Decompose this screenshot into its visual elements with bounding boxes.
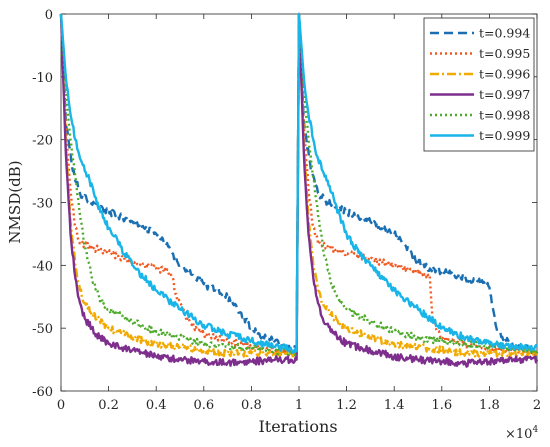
x-tick-label: 1 bbox=[295, 398, 303, 413]
x-tick-label: 0.6 bbox=[193, 398, 214, 413]
y-axis: 0 -10 -20 -30 -40 -50 -60 bbox=[32, 8, 537, 400]
y-tick-label: -20 bbox=[32, 134, 53, 149]
x-tick-label: 1.8 bbox=[479, 398, 500, 413]
x-tick-label: 0.8 bbox=[241, 398, 262, 413]
x-tick-label: 1.6 bbox=[431, 398, 452, 413]
x-axis-label: Iterations bbox=[258, 417, 337, 436]
y-tick-label: -30 bbox=[32, 197, 53, 212]
x-tick-label: 0.4 bbox=[146, 398, 167, 413]
legend-box bbox=[423, 17, 535, 152]
x-tick-label: 1.2 bbox=[336, 398, 357, 413]
y-tick-label: -60 bbox=[32, 385, 53, 400]
y-axis-label: NMSD(dB) bbox=[6, 160, 24, 243]
legend-label: t=0.994 bbox=[479, 26, 530, 41]
x-axis-exponent-power: 4 bbox=[532, 425, 538, 435]
legend-label: t=0.997 bbox=[479, 87, 530, 102]
series-layer bbox=[59, 12, 539, 368]
x-tick-label: 0 bbox=[57, 398, 65, 413]
legend-label: t=0.996 bbox=[479, 67, 530, 82]
legend-label: t=0.998 bbox=[479, 108, 530, 123]
x-tick-label: 1.4 bbox=[384, 398, 405, 413]
x-axis-exponent: ×104 bbox=[505, 425, 538, 442]
x-tick-label: 0.2 bbox=[98, 398, 119, 413]
legend: t=0.994 t=0.995 t=0.996 t=0.997 t=0.998 t=0.9… bbox=[423, 17, 535, 152]
series-line-t-0-999 bbox=[59, 12, 539, 354]
legend-label: t=0.999 bbox=[479, 128, 530, 143]
y-tick-label: -10 bbox=[32, 71, 53, 86]
legend-label: t=0.995 bbox=[479, 46, 530, 61]
y-tick-label: -40 bbox=[32, 259, 53, 274]
x-axis-exponent-base: ×10 bbox=[505, 427, 532, 442]
x-tick-label: 2 bbox=[533, 398, 541, 413]
y-tick-label: -50 bbox=[32, 322, 53, 337]
y-tick-label: 0 bbox=[45, 8, 53, 23]
